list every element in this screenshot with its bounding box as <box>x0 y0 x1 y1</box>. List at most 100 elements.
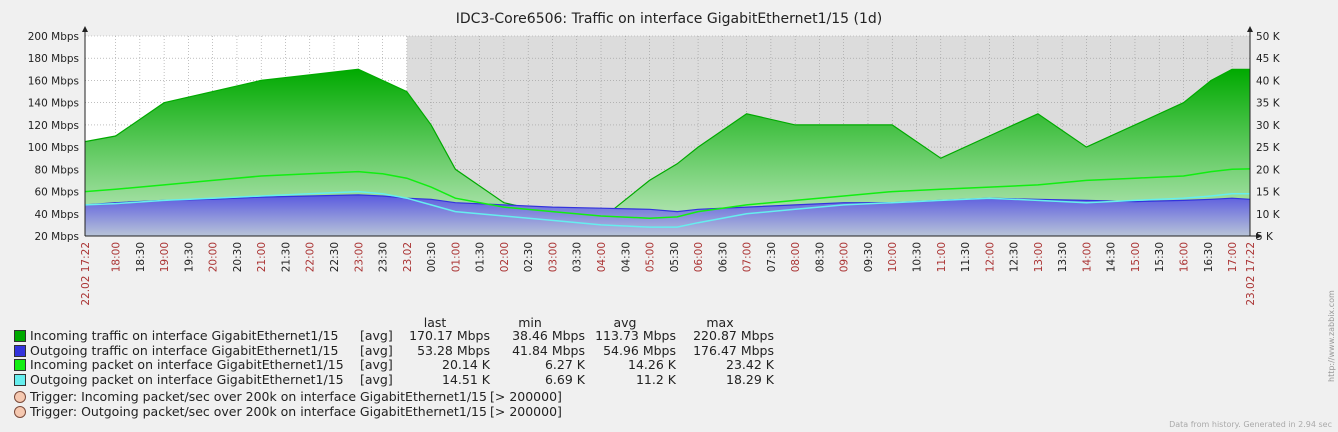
legend-value-min: 6.27 K <box>544 357 585 372</box>
legend-name: Outgoing traffic on interface GigabitEth… <box>30 342 339 358</box>
x-tick-label-13: 00:30 <box>426 242 438 272</box>
x-tick-label-36: 12:00 <box>984 242 996 272</box>
legend-value-avg: 113.73 Mbps <box>595 328 676 343</box>
legend-value-last: 14.51 K <box>442 371 490 387</box>
trigger-name: Trigger: Outgoing packet/sec over 200k o… <box>30 403 487 419</box>
series-line-3 <box>84 190 1250 228</box>
x-tick-label-37: 12:30 <box>1009 242 1021 272</box>
x-tick-label-19: 03:30 <box>572 242 584 272</box>
right-tick-label-8: 45 K <box>1256 53 1281 65</box>
x-tick-label-3: 19:30 <box>183 242 195 272</box>
right-tick-label-6: 35 K <box>1256 98 1281 110</box>
legend-value-max: 220.87 Mbps <box>693 328 774 343</box>
left-tick-label-0: 20 Mbps <box>34 231 79 243</box>
x-tick-label-38: 13:00 <box>1033 242 1045 272</box>
x-tick-label-7: 21:30 <box>280 242 292 272</box>
x-tick-label-10: 23:00 <box>353 242 365 272</box>
right-tick-label-2: 15 K <box>1256 187 1281 199</box>
x-start-label: 22.02 17:22 <box>80 242 92 306</box>
right-tick-label-5: 30 K <box>1256 120 1281 132</box>
x-tick-label-28: 08:00 <box>790 242 802 272</box>
x-tick-label-14: 01:00 <box>450 242 462 272</box>
legend-swatch <box>14 373 26 386</box>
x-tick-label-39: 13:30 <box>1057 242 1069 272</box>
trigger-item: Trigger: Incoming packet/sec over 200k o… <box>14 390 574 404</box>
legend-value-avg: 11.2 K <box>635 371 676 387</box>
legend-value-min: 38.46 Mbps <box>512 328 585 343</box>
chart-area: IDC3-Core6506: Traffic on interface Giga… <box>28 11 1281 306</box>
right-tick-label-3: 20 K <box>1256 164 1281 176</box>
legend-header-max: max <box>706 315 734 330</box>
trigger-value: [> 200000] <box>490 389 562 404</box>
left-tick-label-1: 40 Mbps <box>34 209 79 221</box>
legend-swatch <box>14 330 26 342</box>
right-tick-label-7: 40 K <box>1256 75 1281 87</box>
x-tick-label-41: 14:30 <box>1106 242 1118 272</box>
x-tick-label-40: 14:00 <box>1081 242 1093 272</box>
legend-header-min: min <box>518 315 542 330</box>
x-tick-label-12: 23.02 <box>402 242 414 272</box>
left-tick-label-4: 100 Mbps <box>28 142 79 154</box>
legend-swatch <box>14 359 26 371</box>
x-tick-label-33: 10:30 <box>912 242 924 272</box>
left-tick-label-5: 120 Mbps <box>28 120 79 132</box>
legend-value-max: 23.42 K <box>726 357 774 372</box>
x-tick-label-43: 15:30 <box>1154 242 1166 272</box>
left-tick-label-9: 200 Mbps <box>28 31 79 43</box>
series-line-0 <box>84 68 1250 220</box>
x-tick-label-17: 02:30 <box>523 242 535 272</box>
x-tick-label-24: 06:00 <box>693 242 705 272</box>
legend-function: [avg] <box>360 328 393 343</box>
x-tick-label-42: 15:00 <box>1130 242 1142 272</box>
x-end-label: 23.02 17:22 <box>1245 242 1257 306</box>
x-tick-label-4: 20:00 <box>208 242 220 272</box>
legend-name: Outgoing packet on interface GigabitEthe… <box>30 371 344 387</box>
trigger-item: Trigger: Outgoing packet/sec over 200k o… <box>14 403 574 419</box>
x-tick-label-20: 04:00 <box>596 242 608 272</box>
x-tick-label-31: 09:30 <box>863 242 875 272</box>
left-tick-label-3: 80 Mbps <box>34 164 79 176</box>
legend-swatch <box>14 344 26 357</box>
legend-header-avg: avg <box>613 315 637 330</box>
legend-value-avg: 14.26 K <box>628 357 676 372</box>
x-tick-label-32: 10:00 <box>887 242 899 272</box>
x-tick-label-46: 17:00 <box>1227 242 1239 272</box>
left-tick-label-2: 60 Mbps <box>34 187 79 199</box>
x-tick-label-6: 21:00 <box>256 242 268 272</box>
legend-name: Incoming traffic on interface GigabitEth… <box>30 328 339 343</box>
x-tick-label-5: 20:30 <box>232 242 244 272</box>
x-tick-label-23: 05:30 <box>669 242 681 272</box>
left-tick-label-7: 160 Mbps <box>28 75 79 87</box>
x-tick-label-22: 05:00 <box>645 242 657 272</box>
legend-value-min: 6.69 K <box>544 371 585 387</box>
x-tick-label-9: 22:30 <box>329 242 341 272</box>
right-tick-label-1: 10 K <box>1256 209 1281 221</box>
series-area-1 <box>85 194 1250 236</box>
x-tick-label-1: 18:30 <box>135 242 147 272</box>
legend-header-last: last <box>423 315 447 330</box>
legend-value-max: 18.29 K <box>726 371 774 387</box>
x-tick-label-35: 11:30 <box>960 242 972 272</box>
x-tick-label-34: 11:00 <box>936 242 948 272</box>
zabbix-link[interactable]: http://www.zabbix.com <box>1327 290 1336 382</box>
trigger-circle-icon <box>14 391 26 403</box>
right-tick-label-9: 50 K <box>1256 31 1281 43</box>
x-tick-label-27: 07:30 <box>766 242 778 272</box>
footer-text: Data from history. Generated in 2.94 sec <box>1169 420 1332 429</box>
right-tick-label-0: 5 K <box>1256 231 1274 243</box>
x-tick-label-45: 16:30 <box>1203 242 1215 272</box>
legend-item: Incoming traffic on interface GigabitEth… <box>14 329 774 343</box>
right-tick-label-4: 25 K <box>1256 142 1281 154</box>
legend-value-min: 41.84 Mbps <box>512 342 585 358</box>
trigger-circle-icon <box>14 405 26 418</box>
x-tick-label-44: 16:00 <box>1178 242 1190 272</box>
legend-item: Incoming packet on interface GigabitEthe… <box>14 358 774 372</box>
legend-function: [avg] <box>360 371 393 387</box>
series-area-0 <box>85 69 1250 236</box>
legend-function: [avg] <box>360 342 393 358</box>
x-tick-label-16: 02:00 <box>499 242 511 272</box>
legend-value-max: 176.47 Mbps <box>693 342 774 358</box>
left-tick-label-6: 140 Mbps <box>28 98 79 110</box>
x-tick-label-8: 22:00 <box>305 242 317 272</box>
